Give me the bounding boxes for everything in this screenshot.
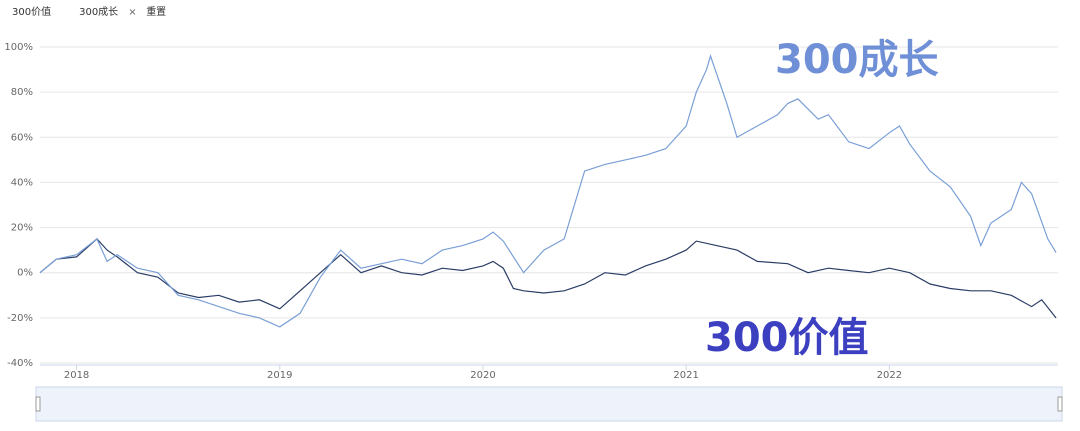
y-tick-label: 60% <box>11 132 33 143</box>
y-tick-label: 20% <box>11 223 33 234</box>
y-tick-label: -20% <box>7 313 33 324</box>
y-tick-label: 80% <box>11 87 33 98</box>
series-line <box>39 54 1057 328</box>
y-tick-label: 40% <box>11 177 33 188</box>
annotation: 300价值 <box>705 315 869 361</box>
legend-close[interactable]: × <box>128 7 136 18</box>
x-tick-label: 2020 <box>470 370 495 381</box>
legend-item[interactable]: 300价值 <box>12 5 51 18</box>
navigator[interactable] <box>35 386 1063 422</box>
y-tick-label: 0% <box>17 268 33 279</box>
x-tick-label: 2021 <box>673 370 698 381</box>
x-tick-label: 2022 <box>877 370 902 381</box>
y-tick-label: -40% <box>7 358 33 369</box>
annotation: 300成长 <box>775 37 939 83</box>
x-tick-label: 2019 <box>267 370 292 381</box>
legend-item[interactable]: 300成长 <box>79 6 118 18</box>
navigator-handle[interactable] <box>35 396 41 412</box>
y-tick-label: 100% <box>4 42 33 53</box>
x-tick-label: 2018 <box>64 370 89 381</box>
reset-button[interactable]: 重置 <box>146 5 166 18</box>
navigator-handle[interactable] <box>1057 396 1063 412</box>
series-line <box>39 238 1057 319</box>
